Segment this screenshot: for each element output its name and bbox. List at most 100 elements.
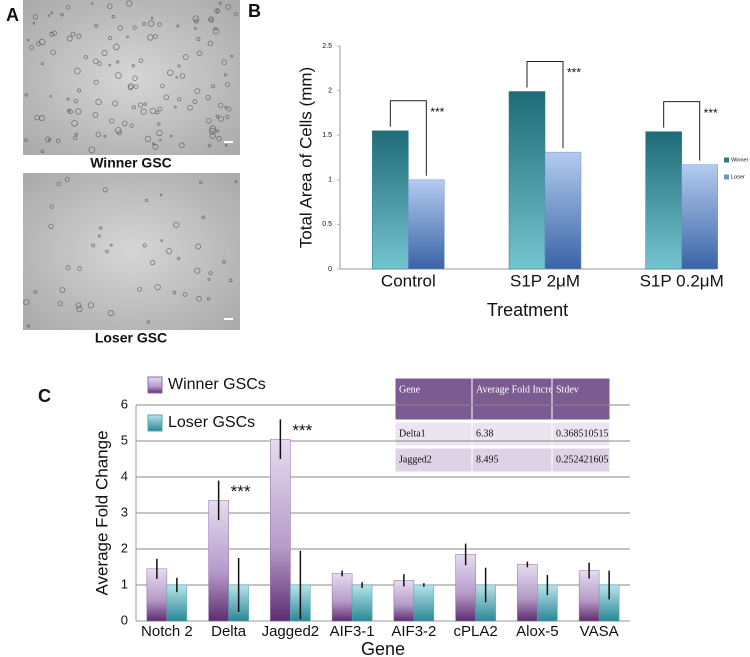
cell (48, 223, 54, 229)
cell (51, 30, 57, 36)
cell (74, 132, 78, 137)
y-axis-label: Total Area of Cells (mm) (296, 67, 315, 248)
cell (129, 123, 134, 128)
y-tick-label: 2.5 (322, 43, 332, 50)
cell (201, 215, 206, 220)
significance-bracket (526, 60, 564, 149)
bar (645, 131, 682, 270)
cell (177, 64, 181, 68)
cell (173, 221, 180, 229)
cell (179, 73, 186, 79)
cell (225, 82, 231, 88)
x-tick-label: AIF3-1 (330, 623, 375, 640)
y-tick-label: 6 (121, 396, 128, 411)
cell (152, 34, 158, 39)
cell (35, 41, 41, 47)
cell (45, 136, 51, 143)
table-cell-bg (551, 421, 611, 447)
cell (228, 278, 233, 283)
cell (97, 234, 101, 238)
cell (117, 25, 123, 31)
annotation: *** (231, 482, 251, 501)
cell (215, 114, 220, 119)
cell (32, 14, 38, 20)
cell (233, 12, 238, 17)
micrograph (23, 173, 240, 330)
cell (55, 138, 61, 144)
cell (225, 3, 232, 10)
cell (105, 249, 109, 254)
cell (174, 105, 177, 109)
cell (192, 99, 198, 105)
cell (73, 99, 78, 104)
cell (152, 143, 159, 150)
legend-label: Winner GSCs (168, 376, 266, 393)
cell (75, 108, 82, 115)
cell (218, 115, 224, 122)
y-tick-label: 1.5 (322, 132, 332, 139)
cell (83, 55, 88, 60)
cell (95, 98, 102, 106)
table-header: Gene (399, 384, 421, 395)
cell (211, 84, 216, 89)
cell (40, 149, 45, 154)
table-header-cell (551, 377, 611, 421)
cell (223, 73, 228, 77)
cell (107, 35, 113, 41)
x-tick-label: Delta (211, 623, 247, 640)
cell (225, 114, 230, 120)
cell (99, 226, 103, 230)
cell (142, 243, 147, 248)
cell (163, 94, 170, 101)
cell (150, 260, 156, 266)
image-caption: Loser GSC (95, 330, 167, 346)
cell (87, 302, 95, 309)
y-tick-label: 5 (121, 432, 128, 447)
cell (196, 37, 201, 42)
cell (192, 15, 200, 22)
x-tick-label: VASA (580, 623, 619, 640)
cell (209, 125, 217, 133)
cell (60, 12, 64, 17)
cell (209, 132, 216, 139)
table-header: Stdev (556, 384, 579, 395)
table-header-cell (394, 377, 473, 421)
cell (73, 135, 78, 141)
cell (149, 107, 156, 115)
cell (76, 305, 83, 313)
cell (214, 8, 220, 14)
cell (66, 97, 70, 101)
cell (65, 265, 71, 271)
cell (159, 139, 162, 142)
cell (112, 100, 119, 107)
table-cell: Jagged2 (399, 454, 432, 465)
cell (155, 110, 160, 115)
cell (157, 106, 163, 112)
cell (131, 105, 136, 110)
cell (102, 187, 108, 193)
bar (331, 573, 353, 622)
significance-bracket (663, 101, 701, 161)
cell (140, 108, 147, 115)
cell (207, 143, 212, 148)
cell (194, 88, 201, 94)
x-tick-label: cPLA2 (454, 623, 498, 640)
cell (156, 129, 163, 137)
y-tick-label: 0.5 (322, 221, 332, 228)
cell (50, 11, 54, 15)
legend-label: Winner (731, 157, 749, 163)
cell (176, 24, 180, 28)
cell (205, 118, 212, 124)
cell (107, 3, 113, 9)
cell (126, 35, 129, 39)
cell (212, 27, 220, 35)
bar (270, 438, 291, 622)
cell (95, 131, 102, 138)
cell (230, 54, 234, 58)
cell (49, 31, 55, 37)
table-header-cell (471, 377, 553, 421)
cell (137, 102, 144, 108)
cell (182, 292, 188, 297)
annotation: *** (704, 106, 718, 120)
